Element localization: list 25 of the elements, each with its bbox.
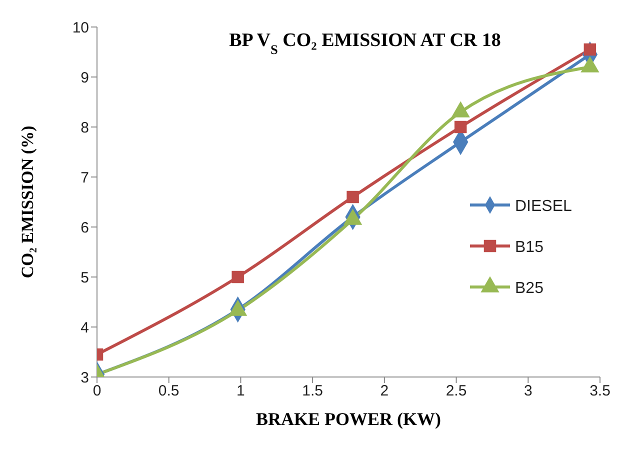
- x-tick-label: 3.5: [590, 382, 610, 400]
- legend-label: B15: [515, 239, 544, 256]
- legend-label: DIESEL: [515, 198, 572, 215]
- x-tick-label: 0.5: [158, 382, 180, 400]
- x-tick-label: 2: [380, 382, 389, 400]
- x-tick-label: 0: [92, 382, 102, 400]
- x-tick-label: 3: [524, 382, 532, 400]
- x-tick-label: 1: [236, 382, 245, 400]
- x-axis-title: BRAKE POWER (KW): [256, 409, 442, 429]
- y-tick-label: 7: [80, 169, 89, 186]
- x-tick-label: 2.5: [446, 382, 467, 400]
- y-tick-label: 3: [80, 369, 89, 386]
- x-tick-label: 1.5: [302, 382, 323, 400]
- y-tick-label: 4: [80, 319, 89, 336]
- y-tick-label: 10: [72, 19, 89, 36]
- chart-title: BP V$_{S}$ CO₂ EMISSION AT CR 18: [229, 30, 501, 56]
- y-axis-title: CO₂ EMISSION (%): [18, 126, 38, 278]
- y-tick-label: 6: [80, 219, 89, 236]
- y-tick-label: 8: [80, 119, 89, 136]
- point: [232, 270, 244, 284]
- y-tick-label: 9: [80, 69, 89, 86]
- point: [346, 190, 359, 204]
- y-tick-label: 5: [80, 269, 89, 286]
- legend-label: B25: [515, 280, 544, 297]
- point: [454, 120, 467, 134]
